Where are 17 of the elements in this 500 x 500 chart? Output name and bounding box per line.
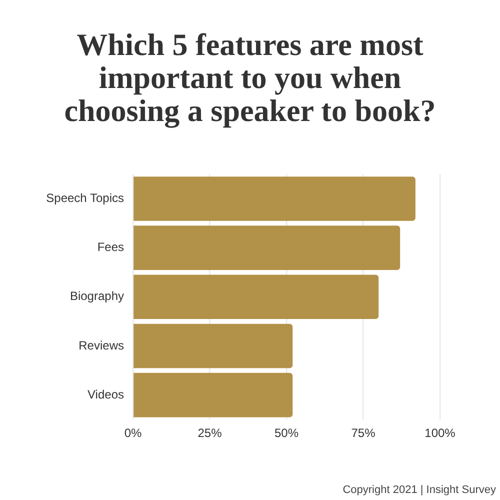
y-tick-label: Speech Topics [46,191,124,206]
x-tick-label: 75% [351,426,376,440]
x-tick-label: 0% [124,426,142,440]
y-tick-label: Fees [97,240,124,254]
x-tick-label: 25% [198,426,222,440]
y-tick-label: Videos [88,387,124,402]
x-tick-label: 100% [424,426,456,440]
x-tick-label: 50% [274,426,299,440]
bar [134,176,416,221]
y-tick-label: Reviews [78,338,124,352]
bar [134,226,400,270]
text: Copyright 2021 | Insight Survey [342,484,496,496]
chart-title: Which 5 features are most important to you when choosing a speaker to book? [63,27,437,128]
bar [134,324,293,368]
y-tick-label: Biography [70,289,124,304]
bar [134,372,293,418]
bar [134,274,379,320]
